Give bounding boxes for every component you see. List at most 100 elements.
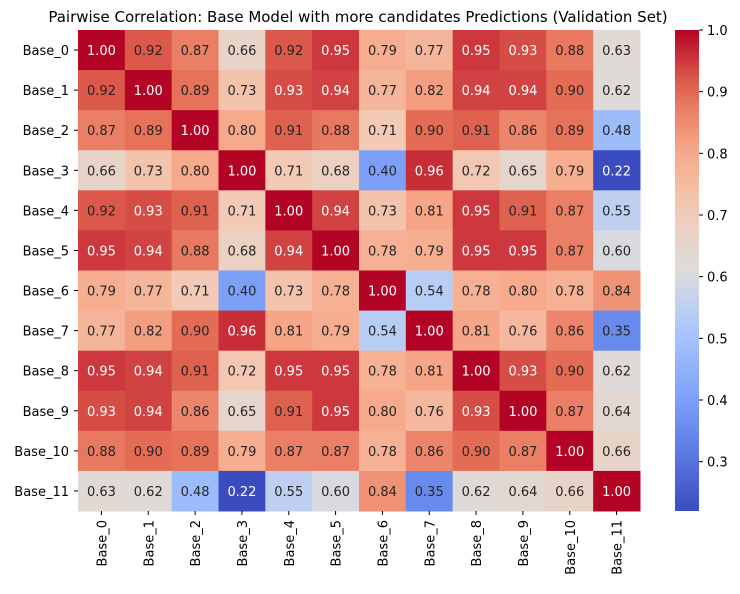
heatmap-cell — [78, 30, 126, 71]
cell-annotation: 0.68 — [227, 244, 256, 259]
x-tick-label: Base_1 — [142, 520, 157, 566]
heatmap-cell — [218, 430, 266, 472]
cell-annotation: 0.76 — [415, 405, 444, 420]
heatmap-cell — [546, 70, 594, 111]
cell-annotation: 0.72 — [462, 164, 491, 179]
y-tick-label: Base_0 — [23, 44, 69, 59]
heatmap-cell — [499, 430, 547, 472]
cell-annotation: 1.00 — [181, 124, 210, 139]
cell-annotation: 0.92 — [274, 44, 303, 59]
heatmap-cell — [359, 230, 407, 271]
heatmap-cell — [124, 390, 173, 432]
cell-annotation: 0.48 — [181, 485, 210, 500]
colorbar — [675, 30, 699, 511]
heatmap-cell — [218, 150, 266, 191]
heatmap-cell — [218, 230, 266, 271]
heatmap-cell — [359, 190, 407, 231]
heatmap-cell — [593, 70, 641, 111]
heatmap-cell — [546, 150, 594, 191]
cell-annotation: 0.73 — [368, 204, 397, 219]
cell-annotation: 0.91 — [181, 365, 210, 380]
heatmap-cell — [593, 350, 641, 392]
heatmap-cell — [499, 230, 547, 271]
cell-annotation: 0.35 — [415, 485, 444, 500]
heatmap-cell — [452, 270, 500, 312]
cell-annotation: 0.91 — [508, 204, 537, 219]
cell-annotation: 0.90 — [555, 365, 584, 380]
cell-annotation: 0.55 — [274, 485, 303, 500]
cell-annotation: 0.62 — [602, 365, 631, 380]
cell-annotation: 0.48 — [602, 124, 631, 139]
heatmap-cell — [405, 190, 454, 231]
cell-annotation: 0.78 — [321, 285, 350, 300]
heatmap-cell — [546, 30, 594, 71]
cell-annotation: 0.66 — [227, 44, 256, 59]
cell-annotation: 0.54 — [368, 325, 397, 340]
cell-annotation: 0.71 — [227, 204, 256, 219]
cell-annotation: 0.55 — [602, 204, 631, 219]
y-tick-label: Base_9 — [23, 405, 69, 420]
heatmap-cell — [124, 110, 173, 151]
heatmap-cell — [218, 30, 266, 71]
colorbar-tick-label: 0.5 — [707, 332, 728, 347]
heatmap-cell — [452, 70, 500, 111]
colorbar-tick-label: 0.4 — [707, 394, 728, 409]
heatmap-cell — [593, 470, 641, 512]
heatmap-cell — [499, 270, 547, 312]
heatmap-cell — [499, 470, 547, 512]
heatmap-cell — [218, 270, 266, 312]
colorbar-tick-label: 1.0 — [707, 24, 728, 39]
heatmap-cell — [124, 470, 173, 512]
heatmap-cell — [312, 110, 360, 151]
heatmap-cell — [499, 190, 547, 231]
heatmap-cell — [265, 190, 313, 231]
cell-annotation: 0.79 — [227, 445, 256, 460]
cell-annotation: 0.73 — [274, 285, 303, 300]
cell-annotation: 0.80 — [181, 164, 210, 179]
cell-annotation: 0.79 — [555, 164, 584, 179]
heatmap-cell — [312, 350, 360, 392]
heatmap-cell — [124, 230, 173, 271]
heatmap-cell — [405, 30, 454, 71]
heatmap-cell — [593, 190, 641, 231]
heatmap-cell — [312, 430, 360, 472]
heatmap-cell — [78, 230, 126, 271]
heatmap-cell — [312, 310, 360, 352]
cell-annotation: 0.89 — [181, 445, 210, 460]
cell-annotation: 0.94 — [274, 244, 303, 259]
x-tick-label: Base_4 — [283, 520, 298, 566]
y-tick-label: Base_10 — [14, 445, 69, 460]
cell-annotation: 0.91 — [181, 204, 210, 219]
cell-annotation: 0.86 — [555, 325, 584, 340]
cell-annotation: 0.79 — [87, 285, 116, 300]
cell-annotation: 0.92 — [87, 204, 116, 219]
heatmap-cell — [452, 110, 500, 151]
x-tick-label: Base_5 — [330, 520, 345, 566]
cell-annotation: 0.93 — [134, 204, 163, 219]
heatmap-cell — [312, 390, 360, 432]
heatmap-cell — [359, 390, 407, 432]
cell-annotation: 1.00 — [321, 244, 350, 259]
cell-annotation: 0.91 — [274, 405, 303, 420]
heatmap-cell — [265, 350, 313, 392]
cell-annotation: 0.62 — [134, 485, 163, 500]
cell-annotation: 0.79 — [415, 244, 444, 259]
heatmap-cell — [218, 390, 266, 432]
cell-annotation: 0.64 — [508, 485, 537, 500]
heatmap-cell — [78, 190, 126, 231]
cell-annotation: 0.71 — [274, 164, 303, 179]
cell-annotation: 0.87 — [87, 124, 116, 139]
cell-annotation: 0.87 — [555, 405, 584, 420]
cell-annotation: 0.88 — [181, 244, 210, 259]
heatmap-cell — [359, 310, 407, 352]
heatmap-cell — [405, 470, 454, 512]
cell-annotation: 0.94 — [321, 204, 350, 219]
cell-annotation: 0.93 — [508, 44, 537, 59]
heatmap-cell — [405, 110, 454, 151]
cell-annotation: 0.96 — [415, 164, 444, 179]
heatmap-cell — [546, 310, 594, 352]
heatmap-cell — [452, 230, 500, 271]
heatmap-cell — [452, 190, 500, 231]
heatmap-cell — [78, 350, 126, 392]
